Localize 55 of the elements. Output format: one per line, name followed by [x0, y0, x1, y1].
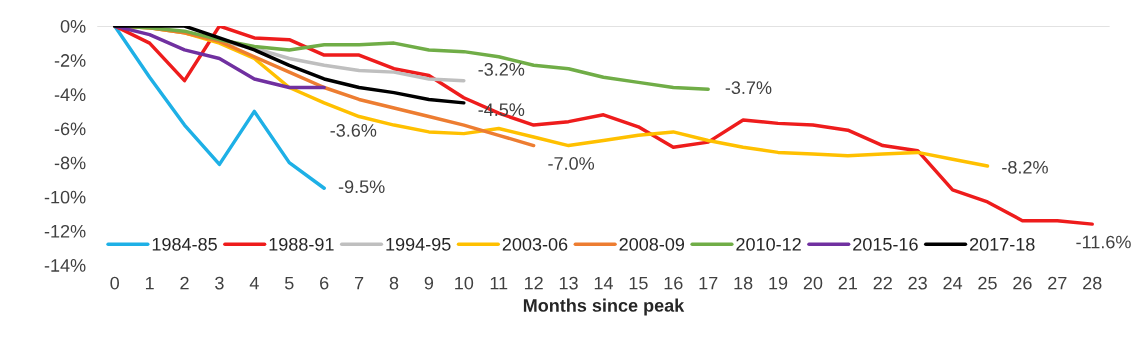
annotation: -3.7% — [725, 81, 772, 95]
x-tick-label: 18 — [734, 276, 753, 290]
x-tick-label: 28 — [1083, 276, 1102, 290]
x-tick-label: 0 — [110, 276, 120, 290]
line-series — [112, 26, 326, 190]
legend-label: 2008-09 — [619, 237, 685, 251]
annotation: -7.0% — [548, 157, 595, 170]
x-tick-label: 3 — [215, 276, 224, 290]
x-tick-label: 24 — [943, 276, 963, 290]
x-tick-label: 10 — [455, 276, 474, 290]
annotation: -11.6% — [1076, 235, 1131, 249]
x-tick-label: 2 — [180, 276, 189, 290]
x-tick-label: 12 — [524, 276, 543, 290]
x-tick-label: 5 — [284, 276, 294, 290]
y-tick-label: -12% — [44, 224, 86, 238]
x-tick-label: 8 — [389, 276, 399, 290]
legend-label: 2010-12 — [736, 237, 801, 251]
y-tick-label: -14% — [44, 259, 86, 272]
legend-label: 2003-06 — [502, 237, 568, 251]
y-tick-label: -6% — [54, 122, 86, 136]
legend-label: 2017-18 — [969, 237, 1035, 251]
annotation: -3.6% — [330, 124, 377, 137]
x-tick-label: 7 — [354, 276, 364, 290]
annotation: -3.2% — [478, 63, 525, 76]
legend-label: 2015-16 — [853, 237, 918, 251]
x-tick-label: 13 — [559, 276, 578, 290]
y-tick-label: -4% — [54, 88, 86, 101]
y-tick-label: -10% — [44, 190, 86, 204]
line-series — [112, 26, 466, 105]
annotation: -8.2% — [1002, 160, 1048, 174]
legend-label: 1984-85 — [152, 237, 217, 251]
x-tick-label: 26 — [1013, 276, 1032, 290]
x-tick-label: 4 — [249, 276, 259, 290]
x-tick-label: 9 — [424, 276, 434, 290]
legend-label: 1994-95 — [386, 237, 451, 251]
x-tick-label: 14 — [594, 276, 613, 290]
x-tick-label: 16 — [664, 276, 683, 290]
x-tick-label: 1 — [145, 276, 154, 290]
x-tick-label: 20 — [803, 276, 823, 290]
x-tick-label: 19 — [769, 276, 788, 290]
y-tick-label: -2% — [54, 54, 86, 67]
x-tick-label: 25 — [978, 276, 997, 290]
x-axis-title: Months since peak — [523, 298, 685, 316]
annotation: -9.5% — [338, 180, 385, 194]
y-tick-label: -8% — [54, 156, 86, 170]
x-tick-label: 21 — [838, 276, 857, 290]
y-tick-label: 0% — [60, 19, 86, 33]
x-tick-label: 11 — [490, 276, 508, 290]
x-tick-label: 15 — [629, 276, 648, 290]
legend-label: 1988-91 — [269, 237, 334, 251]
x-tick-label: 23 — [908, 276, 927, 290]
x-tick-label: 27 — [1048, 276, 1067, 290]
x-tick-label: 17 — [699, 276, 718, 290]
x-tick-label: 6 — [320, 276, 329, 290]
x-tick-label: 22 — [873, 276, 892, 290]
